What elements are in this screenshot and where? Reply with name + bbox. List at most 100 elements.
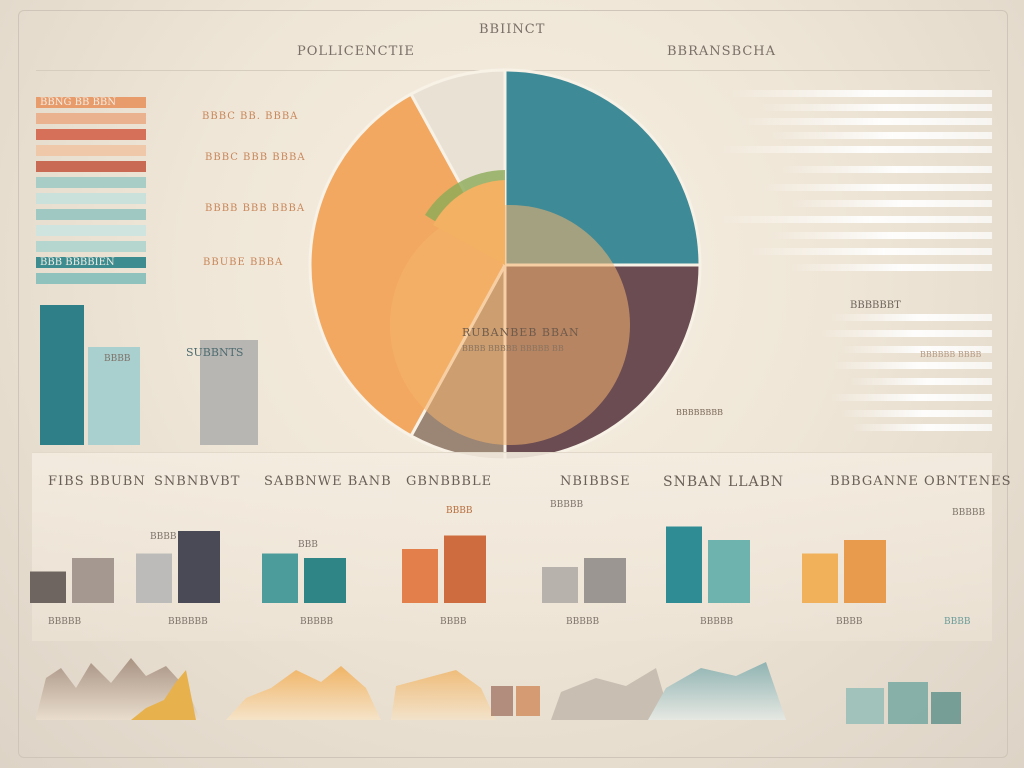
right-subtitle: BBRANSBCHA (667, 44, 777, 59)
bottom-bar (402, 549, 438, 603)
bottom-bar (304, 558, 346, 603)
pie-inner-slice (433, 180, 505, 265)
streak-line (830, 394, 992, 401)
left-bar (40, 305, 84, 445)
legend-stripe (36, 113, 146, 124)
streak-line (770, 132, 992, 139)
streak-line (760, 104, 992, 111)
bottom-bar (30, 571, 66, 603)
pie-chart (308, 68, 702, 460)
legend-stripe (36, 225, 146, 236)
bottom-bar (72, 558, 114, 603)
bottom-bar (666, 526, 702, 603)
page-title: BBIINCT (479, 22, 546, 37)
bottom-bar (802, 553, 838, 603)
axis-label: BBBBB (566, 617, 600, 627)
streak-line (740, 118, 992, 125)
left-subtitle: POLLICENCTIE (297, 44, 415, 59)
axis-label: BBBBBB (168, 617, 208, 627)
streak-line (830, 362, 992, 369)
bottom-bar (136, 553, 172, 603)
pie-center-label: RUBANBEB BBAN (462, 326, 580, 339)
legend-stripe (36, 161, 146, 172)
legend-stripe (36, 145, 146, 156)
legend-stripe-label: BBNG BB BBN (40, 97, 116, 108)
bar-tag: BBBB (150, 532, 177, 542)
bar-tag: BBB (298, 540, 318, 550)
axis-label: BBBBB (700, 617, 734, 627)
streak-line (840, 346, 992, 353)
legend-stripe (36, 97, 146, 108)
pie-callout: BBBBBBBB (676, 408, 724, 417)
streak-line (840, 410, 992, 417)
bottom-bar (542, 567, 578, 603)
streak-line (760, 184, 992, 191)
section-title: GBNBBBLE (406, 474, 493, 489)
legend-stripe (36, 209, 146, 220)
streak-line (750, 248, 992, 255)
landscape-peak (131, 670, 196, 720)
streak-line (790, 200, 992, 207)
streak-line (850, 424, 992, 431)
streak-line (720, 146, 992, 153)
section-title: SNBAN LLABN (663, 474, 785, 490)
bar-tag: BBBB (446, 506, 473, 516)
right-label-2: BBBBBB BBBB (920, 350, 982, 359)
bottom-bar (178, 531, 220, 603)
right-label: BBBBBBT (850, 300, 901, 311)
bottom-bar-chart (30, 526, 886, 603)
left-bar-label: BBBB (104, 354, 131, 364)
bottom-bar (584, 558, 626, 603)
landscape-hill (226, 666, 381, 720)
left-bar-label-2: SUBBNTS (186, 346, 244, 359)
pie-center-sub: BBBB BBBBB BBBBB BB (462, 344, 564, 353)
legend-stripe (36, 257, 146, 268)
legend-stripe-label: BBB BBBBIEN (40, 257, 115, 268)
bar-tag: BBBBB (550, 500, 584, 510)
legend-label: BBBC BBB BBBA (205, 152, 306, 163)
pie-inner-ring (390, 205, 630, 445)
left-bar-chart (40, 305, 258, 445)
streak-line (830, 314, 992, 321)
landscape-building (516, 686, 540, 716)
axis-label: BBBB (944, 617, 971, 627)
landscape-building (846, 688, 884, 724)
bottom-bar (444, 535, 486, 603)
legend-stripe (36, 129, 146, 140)
section-title: NBIBBSE (560, 474, 631, 489)
streak-line (780, 166, 992, 173)
axis-label: BBBB (836, 617, 863, 627)
chart-frame (18, 10, 1008, 758)
landscape-building (491, 686, 513, 716)
landscape-hill (648, 662, 786, 720)
bottom-bar (262, 553, 298, 603)
legend-label: BBUBE BBBA (203, 257, 284, 268)
section-title: SNBNBVBT (154, 474, 241, 489)
streak-line (820, 330, 992, 337)
section-title: BBBGANNE OBNTENES (830, 474, 1012, 489)
legend-stripe (36, 241, 146, 252)
section-title: FIBS BBUBN (48, 474, 146, 489)
axis-label: BBBB (440, 617, 467, 627)
landscape-building (931, 692, 961, 724)
legend-label: BBBC BB. BBBA (202, 111, 299, 122)
landscape-building (888, 682, 928, 724)
bar-tag: BBBBB (952, 508, 986, 518)
legend-stripe (36, 273, 146, 284)
landscape-hill (391, 670, 496, 720)
streak-line (770, 232, 992, 239)
legend-label: BBBB BBB BBBA (205, 203, 306, 214)
streak-line (850, 378, 992, 385)
bottom-bar (844, 540, 886, 603)
streak-line (720, 216, 992, 223)
landscape-strip (36, 658, 961, 724)
axis-label: BBBBB (48, 617, 82, 627)
section-title: SABBNWE BANB (264, 474, 392, 489)
streak-line (730, 90, 992, 97)
streak-line (790, 264, 992, 271)
legend-stripe (36, 193, 146, 204)
left-bar (88, 347, 140, 445)
bottom-bar (708, 540, 750, 603)
axis-label: BBBBB (300, 617, 334, 627)
left-bar (200, 340, 258, 445)
